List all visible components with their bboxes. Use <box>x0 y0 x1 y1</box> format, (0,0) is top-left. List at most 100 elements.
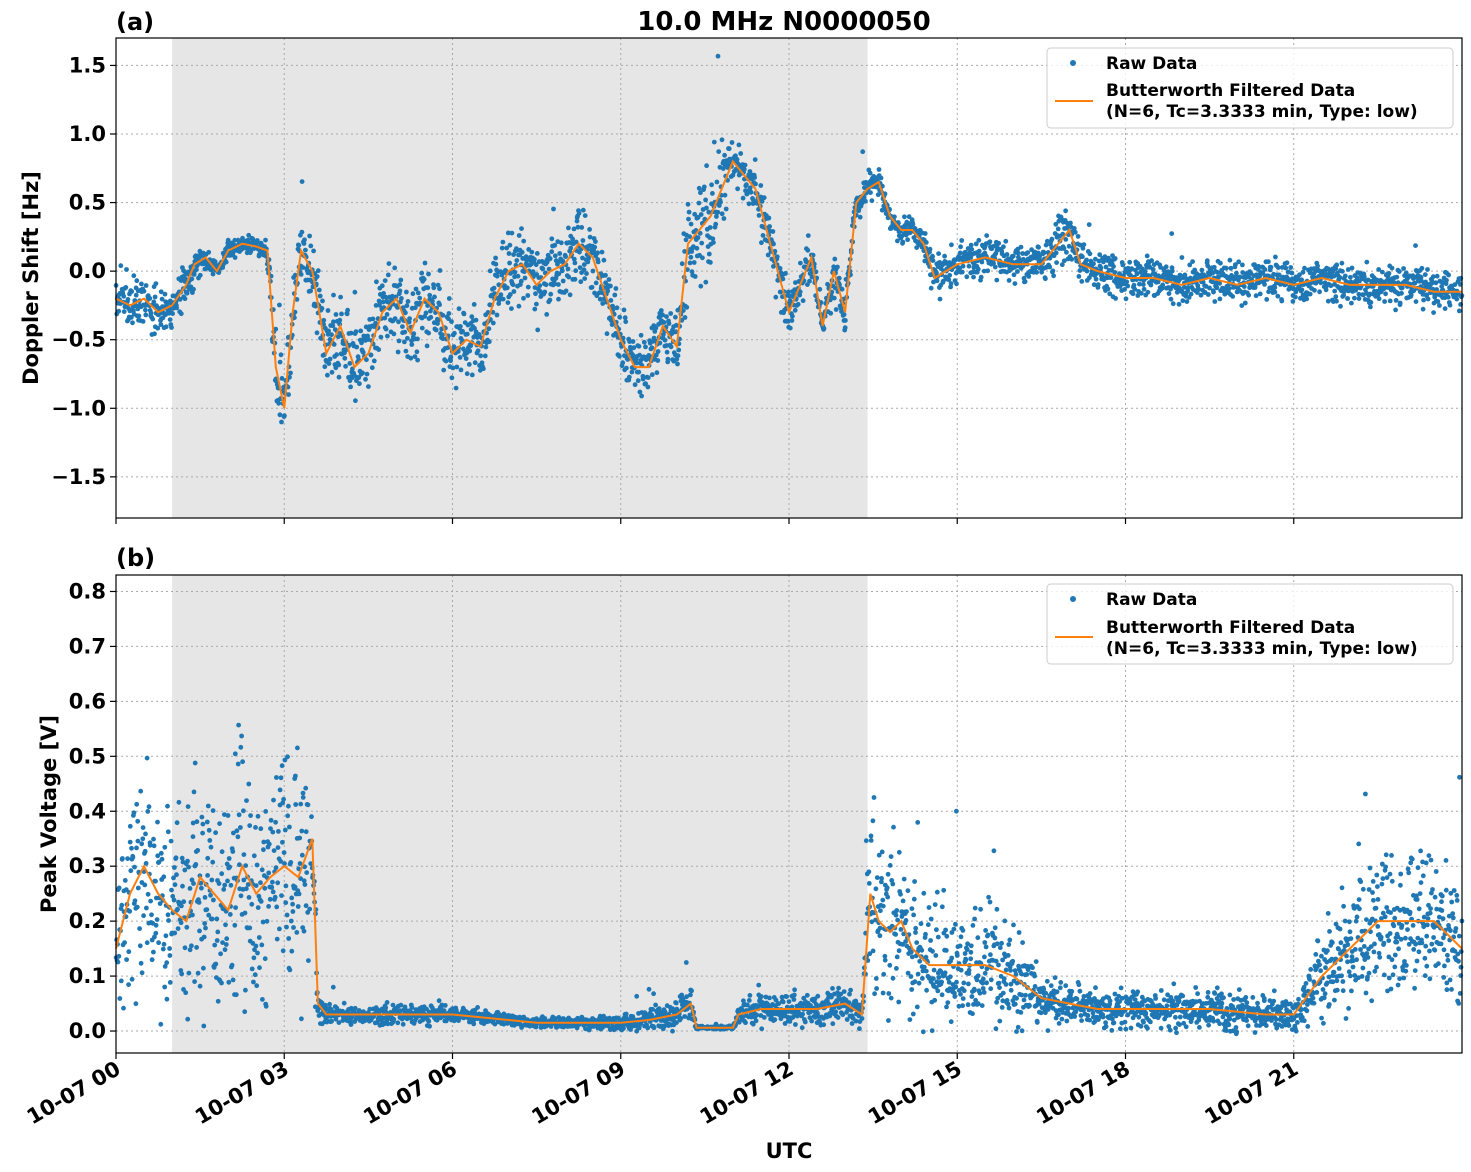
raw-data-point <box>563 254 568 259</box>
raw-data-point <box>359 340 364 346</box>
raw-data-point <box>949 242 954 248</box>
raw-data-point <box>370 316 376 322</box>
raw-data-point <box>116 953 122 959</box>
raw-data-point <box>160 946 166 952</box>
raw-data-point <box>221 887 227 892</box>
raw-data-point <box>398 277 404 283</box>
raw-data-point <box>158 1021 164 1027</box>
raw-data-point <box>511 289 517 294</box>
raw-data-point <box>392 316 398 321</box>
raw-data-point <box>966 263 972 269</box>
raw-data-point <box>688 221 694 227</box>
raw-data-point <box>1382 299 1387 304</box>
raw-data-point <box>426 330 431 336</box>
raw-data-point <box>364 371 370 377</box>
raw-data-point <box>504 285 510 291</box>
panel-a-legend-raw-label: Raw Data <box>1106 54 1197 74</box>
raw-data-point <box>253 943 259 949</box>
raw-data-point <box>682 315 688 320</box>
raw-data-point <box>868 190 873 196</box>
raw-data-point <box>608 283 613 289</box>
raw-data-point <box>719 211 725 217</box>
raw-data-point <box>325 372 330 378</box>
raw-data-point <box>295 904 301 909</box>
raw-data-point <box>183 990 189 996</box>
raw-data-point <box>239 733 245 739</box>
raw-data-point <box>152 331 157 337</box>
raw-data-point <box>649 345 655 351</box>
raw-data-point <box>1312 287 1317 293</box>
raw-data-point <box>305 270 311 276</box>
raw-data-point <box>194 945 200 950</box>
raw-data-point <box>179 903 184 909</box>
raw-data-point <box>1061 246 1067 251</box>
raw-data-point <box>721 216 727 221</box>
raw-data-point <box>506 251 512 256</box>
raw-data-point <box>987 239 993 245</box>
raw-data-point <box>804 992 810 998</box>
raw-data-point <box>249 901 255 907</box>
raw-data-point <box>1368 304 1373 310</box>
raw-data-point <box>835 264 840 270</box>
raw-data-point <box>1018 244 1024 250</box>
raw-data-point <box>707 225 713 230</box>
raw-data-point <box>832 256 838 262</box>
raw-data-point <box>1454 296 1460 302</box>
raw-data-point <box>519 226 524 232</box>
raw-data-point <box>761 195 767 201</box>
raw-data-point <box>376 298 382 304</box>
raw-data-point <box>835 1015 841 1020</box>
raw-data-point <box>1425 296 1431 302</box>
raw-data-point <box>1348 274 1353 280</box>
raw-data-point <box>786 999 792 1004</box>
raw-data-point <box>1341 292 1346 298</box>
raw-data-point <box>433 327 439 333</box>
raw-data-point <box>1138 290 1144 296</box>
raw-data-point <box>641 339 647 345</box>
raw-data-point <box>696 200 702 206</box>
raw-data-point <box>1240 270 1246 275</box>
raw-data-point <box>551 206 556 212</box>
raw-data-point <box>308 243 314 249</box>
raw-data-point <box>241 808 246 814</box>
raw-data-point <box>617 353 622 359</box>
raw-data-point <box>843 318 848 323</box>
raw-data-point <box>210 271 216 277</box>
raw-data-point <box>1368 300 1374 305</box>
raw-data-point <box>471 302 477 307</box>
raw-data-point <box>1419 265 1425 271</box>
raw-data-point <box>552 281 557 287</box>
raw-data-point <box>424 343 430 349</box>
raw-data-point <box>395 1020 401 1026</box>
raw-data-point <box>902 214 907 220</box>
raw-data-point <box>1123 296 1129 302</box>
raw-data-point <box>352 289 358 295</box>
raw-data-point <box>192 760 198 766</box>
raw-data-point <box>758 183 764 188</box>
raw-data-point <box>286 803 291 809</box>
raw-data-point <box>658 308 664 313</box>
raw-data-point <box>662 337 668 343</box>
raw-data-point <box>499 245 505 251</box>
raw-data-point <box>235 761 241 767</box>
raw-data-point <box>122 940 127 945</box>
raw-data-point <box>1420 306 1426 312</box>
raw-data-point <box>383 1005 389 1011</box>
raw-data-point <box>443 358 449 364</box>
raw-data-point <box>369 365 375 371</box>
raw-data-point <box>304 870 310 875</box>
raw-data-point <box>686 216 691 222</box>
raw-data-point <box>230 849 236 854</box>
raw-data-point <box>385 272 391 278</box>
raw-data-point <box>1266 289 1271 295</box>
raw-data-point <box>942 253 947 259</box>
raw-data-point <box>446 311 452 316</box>
raw-data-point <box>280 839 285 845</box>
raw-data-point <box>400 324 405 329</box>
raw-data-point <box>383 326 389 332</box>
raw-data-point <box>155 325 161 331</box>
raw-data-point <box>348 384 353 390</box>
raw-data-point <box>252 972 258 978</box>
raw-data-point <box>587 234 593 240</box>
raw-data-point <box>815 993 821 999</box>
